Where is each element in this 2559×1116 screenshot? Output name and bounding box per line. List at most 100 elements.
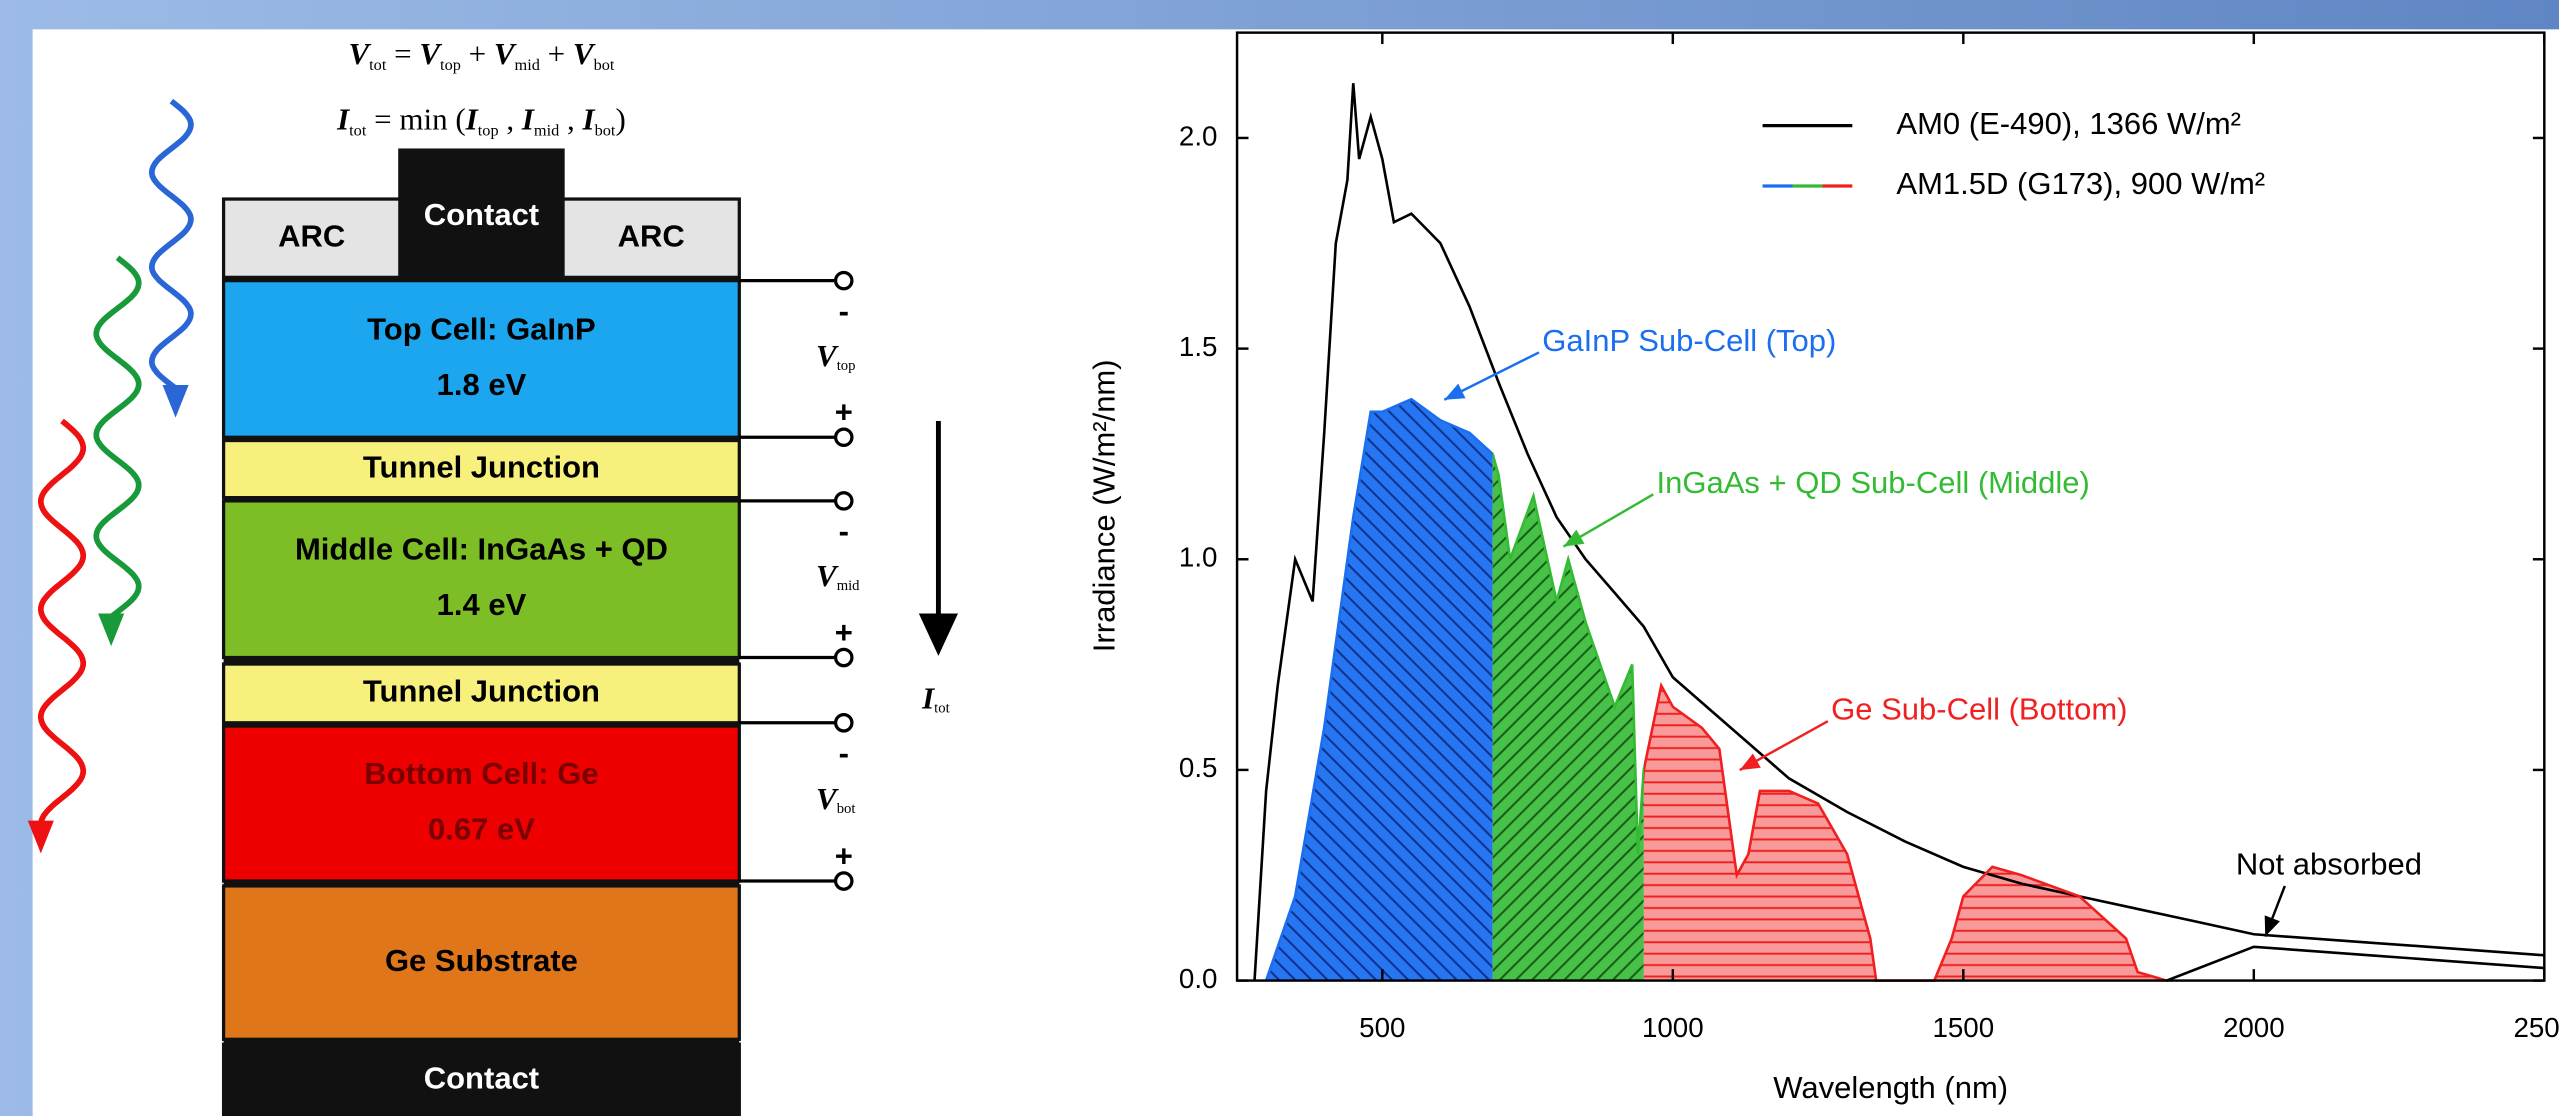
voltage-symbol: V <box>816 558 839 593</box>
layer-label: 0.67 eV <box>428 811 535 846</box>
band-area <box>1643 685 2167 981</box>
equation-part: + <box>461 36 494 71</box>
plot-frame <box>1235 31 2546 982</box>
terminal <box>833 647 854 668</box>
layer <box>221 197 402 279</box>
layer <box>221 884 741 1041</box>
layer-label: 1.4 eV <box>437 587 527 622</box>
equation-part: V <box>419 36 442 71</box>
layer-label: Bottom Cell: Ge <box>364 756 598 791</box>
band-annotation: GaInP Sub-Cell (Top) <box>1542 323 1836 358</box>
layer <box>221 1042 741 1116</box>
layer-label: Tunnel Junction <box>363 449 600 484</box>
band-annotation: InGaAs + QD Sub-Cell (Middle) <box>1656 465 2089 500</box>
x-axis-label: Wavelength (nm) <box>1773 1070 2008 1105</box>
light-arrowhead <box>98 613 125 647</box>
terminal <box>833 427 854 448</box>
equation-part: mid <box>534 121 559 140</box>
light-wave <box>37 418 87 824</box>
equation-part: ) <box>615 101 625 136</box>
voltage-label: Vtop <box>816 338 855 374</box>
annotation-arrowhead <box>1563 529 1585 547</box>
equation-part: , <box>499 101 522 136</box>
band-area <box>1266 399 1493 981</box>
y-tick-label: 0.0 <box>1179 963 1218 994</box>
layer-label: Top Cell: GaInP <box>367 311 596 346</box>
layer <box>221 724 741 883</box>
y-tick-label: 1.0 <box>1179 542 1218 573</box>
equation-part: tot <box>369 55 387 74</box>
light-wave <box>93 255 142 619</box>
annotation-arrowhead <box>1444 383 1466 400</box>
equation-part: I <box>336 101 350 136</box>
equation-part: bot <box>595 121 616 140</box>
current-subscript: tot <box>934 701 950 717</box>
voltage-subscript: top <box>837 358 856 374</box>
terminal <box>833 713 854 733</box>
current-arrowhead <box>918 613 958 656</box>
voltage-symbol: V <box>816 781 839 816</box>
equation-part: I <box>582 101 596 136</box>
y-tick-label: 2.0 <box>1179 120 1218 151</box>
y-tick-label: 0.5 <box>1179 752 1218 783</box>
polarity-plus: + <box>835 395 853 430</box>
layer-label: 1.8 eV <box>437 367 527 402</box>
x-tick-label: 1000 <box>1642 1012 1704 1043</box>
terminal <box>833 491 854 511</box>
layer <box>221 438 741 500</box>
equation-part: V <box>348 36 371 71</box>
layer-label: Contact <box>424 197 539 232</box>
legend-label: AM0 (E-490), 1366 W/m² <box>1896 106 2241 141</box>
annotation: Not absorbed <box>2236 847 2422 882</box>
annotation-arrowhead <box>2264 915 2280 937</box>
layer-label: Contact <box>424 1060 539 1095</box>
x-tick-label: 1500 <box>1932 1012 1994 1043</box>
equation-part: V <box>573 36 596 71</box>
voltage-label: Vmid <box>816 558 860 594</box>
layer-label: ARC <box>618 218 685 253</box>
equation-part: tot <box>349 121 367 140</box>
equation-part: = min ( <box>366 101 465 136</box>
equation-part: top <box>478 121 499 140</box>
equation-part: mid <box>515 55 540 74</box>
polarity-minus: - <box>839 736 849 771</box>
layer-label: ARC <box>278 218 345 253</box>
equation-part: + <box>540 36 573 71</box>
polarity-plus: + <box>835 838 853 873</box>
voltage-symbol: V <box>816 338 839 373</box>
polarity-minus: - <box>839 293 849 328</box>
layer <box>221 499 741 660</box>
current-symbol: I <box>921 681 935 716</box>
series-line <box>1264 397 2545 982</box>
polarity-plus: + <box>835 615 853 650</box>
layer-label: Tunnel Junction <box>363 674 600 709</box>
y-axis-label: Irradiance (W/m²/nm) <box>1087 359 1122 652</box>
equation-part: bot <box>594 55 615 74</box>
polarity-minus: - <box>839 514 849 549</box>
light-arrowhead <box>27 820 54 854</box>
equation-part: V <box>494 36 517 71</box>
equation-part: I <box>465 101 479 136</box>
x-tick-label: 500 <box>1359 1012 1405 1043</box>
band-annotation: Ge Sub-Cell (Bottom) <box>1831 692 2127 727</box>
light-arrowhead <box>162 385 189 418</box>
layer <box>221 279 741 439</box>
band-area <box>1492 454 1644 981</box>
x-tick-label: 2000 <box>2223 1012 2285 1043</box>
light-wave <box>148 98 194 391</box>
layer <box>561 197 741 279</box>
equation: Itot = min (Itop , Imid , Ibot) <box>336 101 626 139</box>
voltage-label: Vbot <box>816 781 855 817</box>
terminal <box>833 270 854 291</box>
current-label: Itot <box>921 681 950 717</box>
y-tick-label: 1.5 <box>1179 331 1218 362</box>
terminal <box>833 871 854 891</box>
equation-part: , <box>559 101 582 136</box>
equation-part: top <box>440 55 461 74</box>
legend-label: AM1.5D (G173), 900 W/m² <box>1896 166 2265 201</box>
equation: Vtot = Vtop + Vmid + Vbot <box>348 36 614 74</box>
layer <box>221 662 741 725</box>
